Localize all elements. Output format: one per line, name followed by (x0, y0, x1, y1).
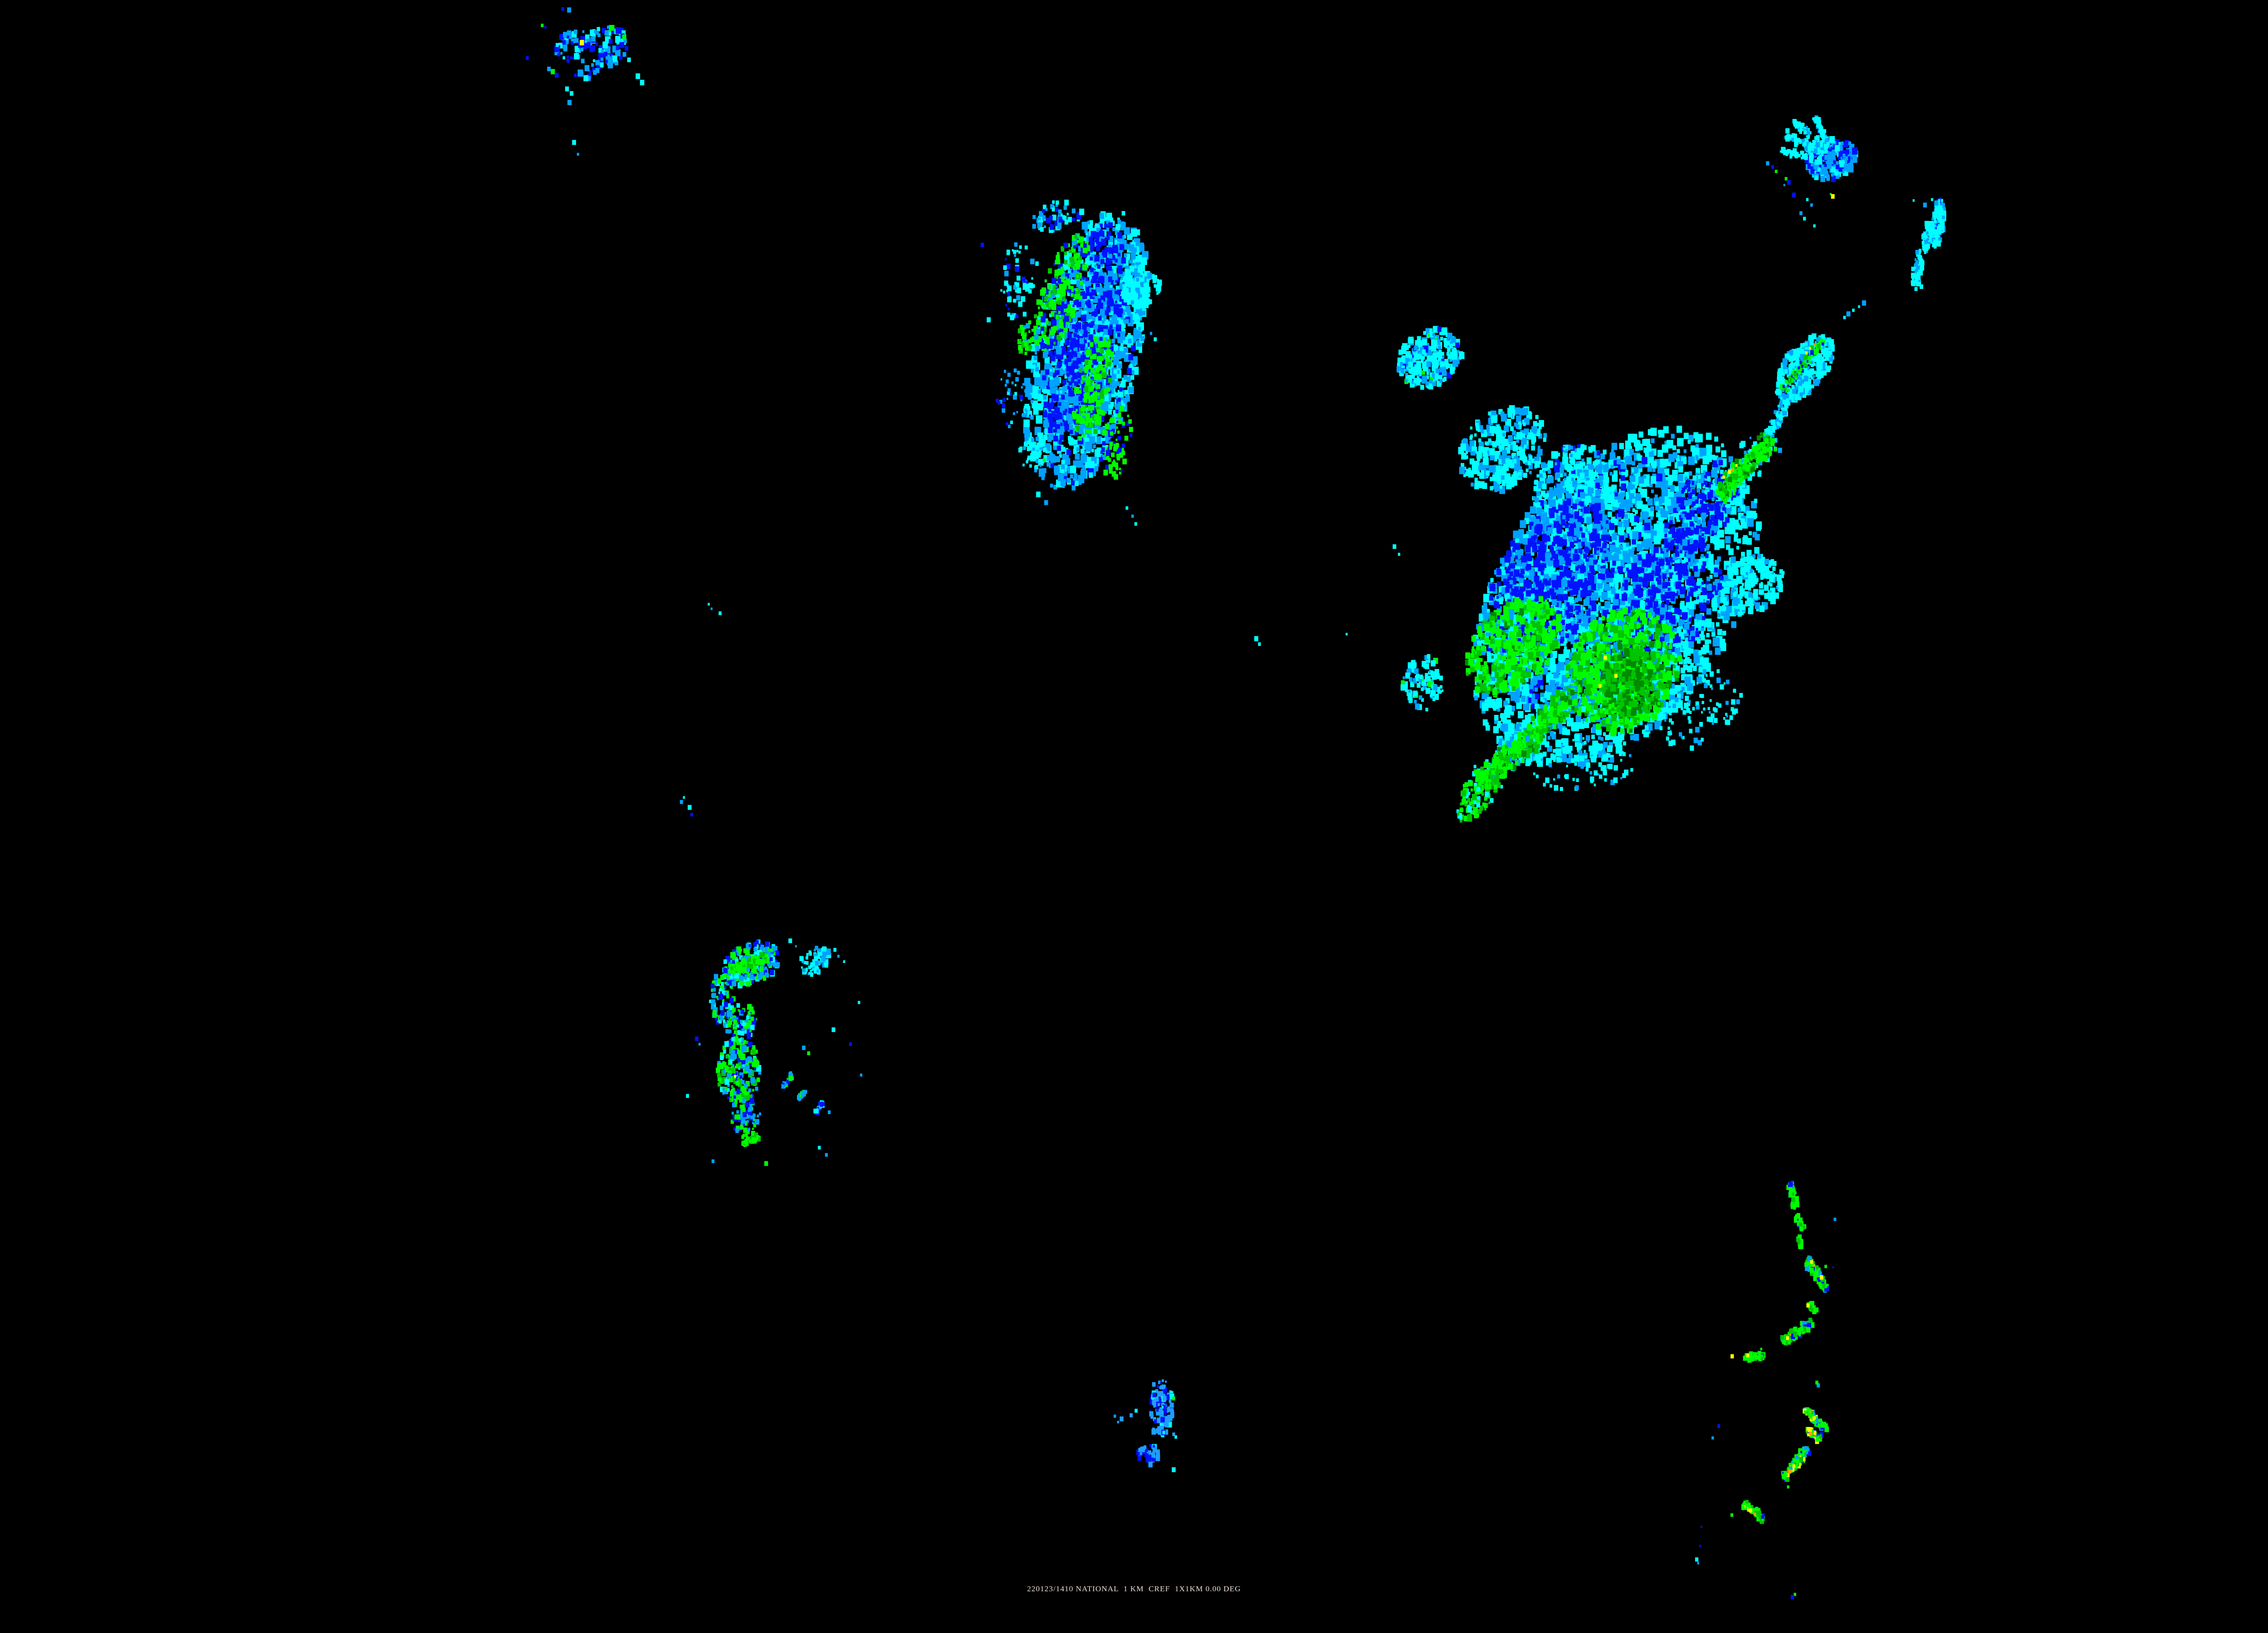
radar-caption: 220123/1410 NATIONAL 1 KM CREF 1X1KM 0.0… (1027, 1584, 1241, 1593)
